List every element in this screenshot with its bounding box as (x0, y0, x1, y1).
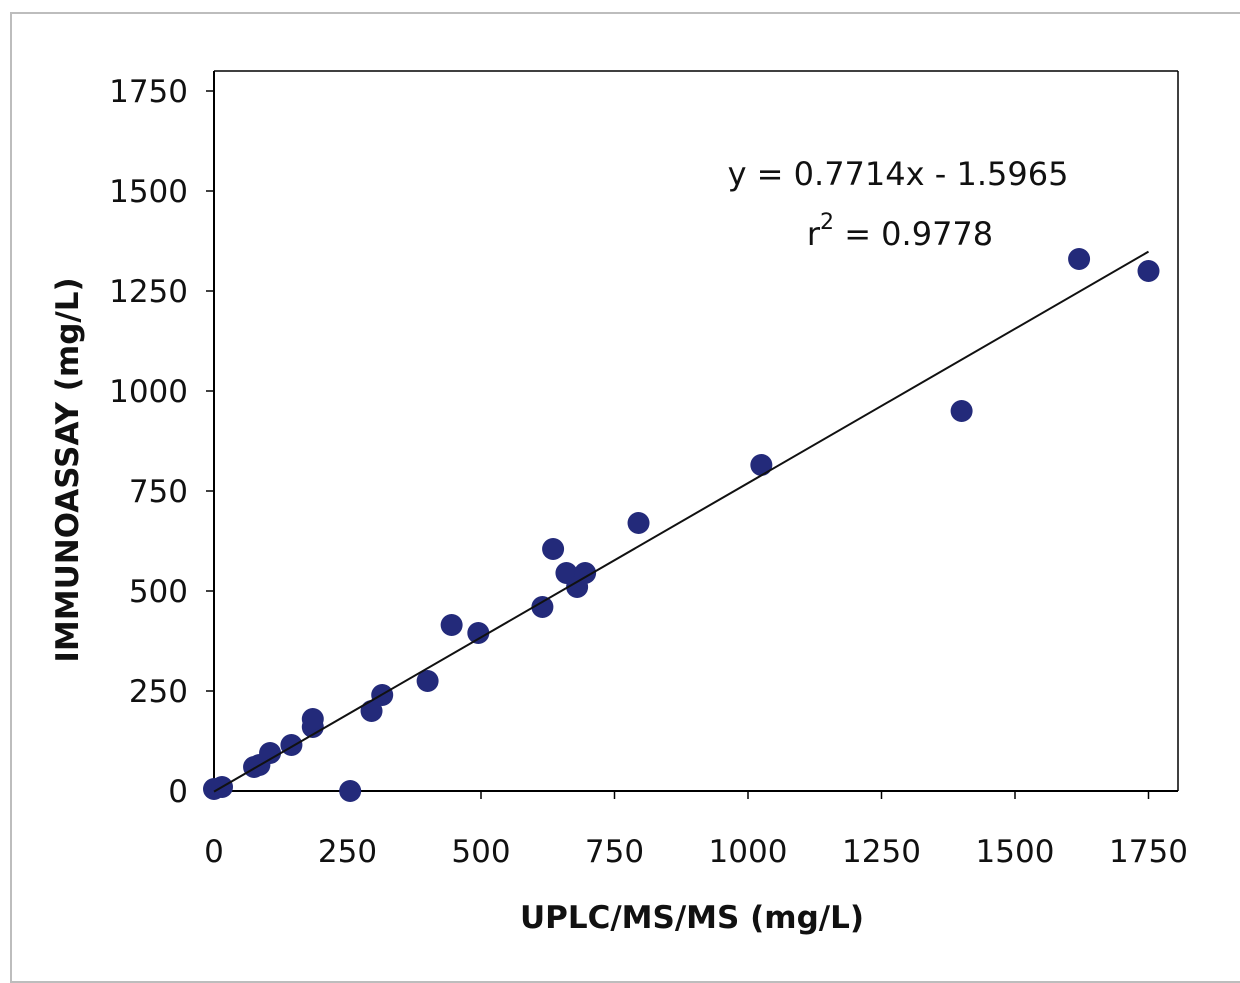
y-tick-label: 250 (129, 674, 188, 710)
y-tick-label: 1750 (109, 74, 188, 110)
x-tick-label: 1250 (842, 834, 921, 870)
x-tick-label: 500 (451, 834, 510, 870)
data-point (301, 708, 324, 730)
y-axis-title: IMMUNOASSAY (mg/L) (50, 277, 86, 662)
data-point (750, 454, 773, 476)
x-tick-label: 750 (585, 834, 644, 870)
data-point (1137, 260, 1160, 282)
y-tick-label: 1000 (109, 374, 188, 410)
data-point (531, 596, 554, 618)
y-tick-label: 1250 (109, 274, 188, 310)
x-tick-label: 1000 (709, 834, 788, 870)
x-axis-title: UPLC/MS/MS (mg/L) (520, 900, 864, 936)
y-tick-label: 750 (129, 474, 188, 510)
data-point (467, 622, 490, 644)
data-point (339, 780, 362, 802)
x-ticks: 0 250 500 750 1000 1250 1500 1750 (204, 791, 1188, 870)
r-squared-base: r (807, 215, 821, 253)
equation-label: y = 0.7714x - 1.5965 (728, 155, 1069, 193)
data-point (440, 614, 463, 636)
y-tick-label: 1500 (109, 174, 188, 210)
x-tick-label: 0 (204, 834, 224, 870)
data-points (203, 248, 1160, 802)
y-ticks: 0 250 500 750 1000 1250 1500 1750 (109, 74, 214, 810)
r-squared-label: r2 = 0.9778 (807, 210, 993, 253)
data-point (416, 670, 439, 692)
y-tick-label: 500 (129, 574, 188, 610)
data-point (542, 538, 565, 560)
trendline-group (213, 250, 1150, 793)
data-point (950, 400, 973, 422)
r-squared-exponent: 2 (820, 210, 834, 235)
data-point (627, 512, 650, 534)
r-squared-value: = 0.9778 (834, 215, 993, 253)
trendline (213, 250, 1150, 793)
y-tick-label: 0 (168, 774, 188, 810)
data-point (360, 700, 383, 722)
data-point (574, 562, 597, 584)
data-point (1068, 248, 1091, 270)
x-tick-label: 1750 (1109, 834, 1188, 870)
x-tick-label: 1500 (976, 834, 1055, 870)
data-point (280, 734, 303, 756)
data-point (259, 742, 282, 764)
x-tick-label: 250 (318, 834, 377, 870)
